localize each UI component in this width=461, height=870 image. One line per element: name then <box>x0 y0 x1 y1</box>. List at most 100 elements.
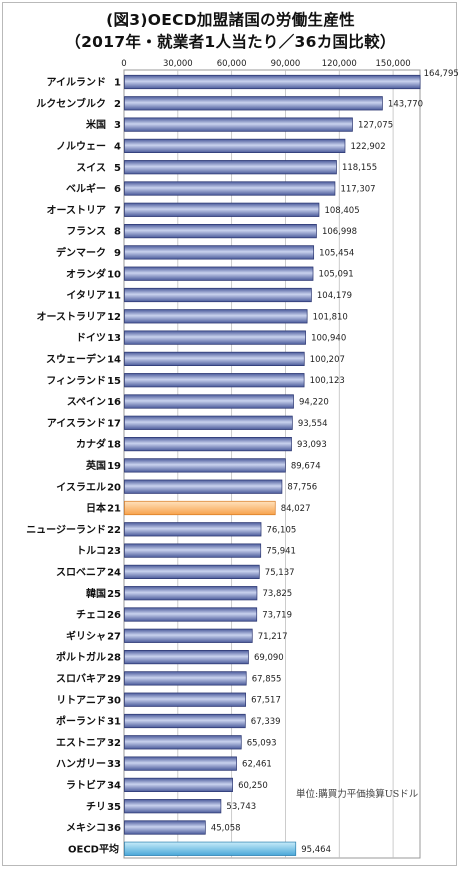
data-label: 67,855 <box>252 674 282 684</box>
data-label: 73,825 <box>262 589 292 599</box>
bar-country <box>124 160 337 175</box>
data-label: 67,517 <box>251 696 281 706</box>
rank-label: 17 <box>107 418 121 429</box>
data-label: 117,307 <box>340 185 375 195</box>
rank-label: 3 <box>114 120 121 131</box>
rank-label: 19 <box>107 461 121 472</box>
rank-label: 26 <box>107 610 121 621</box>
bar-country <box>124 692 246 707</box>
data-label: 73,719 <box>262 611 292 621</box>
bar-country <box>124 245 315 260</box>
bar-country <box>124 224 317 239</box>
bar-country <box>124 799 222 814</box>
bar-country <box>124 649 249 665</box>
data-label: 62,461 <box>242 760 272 770</box>
rank-label: 25 <box>107 589 121 600</box>
category-label: オーストラリア <box>37 311 107 323</box>
category-label: ポーランド <box>56 715 106 728</box>
x-tick-label: 0 <box>121 59 126 69</box>
category-label: カナダ <box>76 438 106 451</box>
rank-label: 15 <box>107 376 121 387</box>
x-tick-label: 60,000 <box>217 59 247 69</box>
rank-label: 29 <box>107 674 121 685</box>
rank-label: 18 <box>107 440 121 451</box>
category-label: スペイン <box>67 396 106 408</box>
rank-label: 23 <box>107 546 121 557</box>
rank-label: 20 <box>107 482 121 493</box>
category-label: アイスランド <box>47 417 106 429</box>
category-label: ハンガリー <box>56 757 106 770</box>
data-label: 93,554 <box>298 419 328 429</box>
rank-label: 2 <box>114 99 121 110</box>
data-label: 94,220 <box>299 398 329 408</box>
data-label: 89,674 <box>291 461 321 471</box>
data-label: 106,998 <box>322 227 357 237</box>
plot-area <box>123 69 421 859</box>
category-label: ラトビア <box>66 779 106 792</box>
x-tick-label: 150,000 <box>376 59 411 69</box>
bar-country <box>124 309 308 324</box>
category-label: 韓国 <box>86 587 106 600</box>
bar-country <box>124 202 320 217</box>
bar-country <box>124 671 247 686</box>
bar-country <box>124 522 262 537</box>
rank-label: 10 <box>107 269 121 280</box>
rank-label: 30 <box>107 695 121 706</box>
category-label: トルコ <box>76 545 106 557</box>
x-tick-label: 30,000 <box>163 59 193 69</box>
bar-country <box>124 330 306 345</box>
bar-country <box>124 74 421 90</box>
category-label: エストニア <box>56 737 106 749</box>
category-label: 英国 <box>85 459 106 472</box>
bar-country <box>124 117 353 132</box>
rank-label: 11 <box>107 291 121 302</box>
rank-label: 32 <box>107 738 121 749</box>
bar-country <box>124 564 260 580</box>
category-label: スウェーデン <box>46 353 106 366</box>
data-label: 60,250 <box>238 781 268 791</box>
category-label: フィンランド <box>46 375 106 387</box>
rank-label: 33 <box>107 759 121 770</box>
chart-title: (図3)OECD加盟諸国の労働生産性 <box>106 11 355 29</box>
data-label: 65,093 <box>247 738 277 748</box>
category-label: ベルギー <box>66 182 106 195</box>
rank-label: 34 <box>107 781 121 792</box>
rank-label: 1 <box>114 78 121 89</box>
data-label: 104,179 <box>317 291 352 301</box>
bar-country <box>124 96 383 111</box>
data-label: 105,454 <box>319 248 354 258</box>
bar-country <box>124 437 292 452</box>
rank-label: 7 <box>114 205 121 216</box>
rank-label: 5 <box>114 163 121 174</box>
bar-country <box>124 181 336 196</box>
bar-country <box>124 479 283 494</box>
rank-label: 21 <box>107 504 121 515</box>
x-tick-label: 120,000 <box>322 59 357 69</box>
category-label: イタリア <box>66 290 106 302</box>
category-label: チェコ <box>76 609 106 621</box>
data-label: 127,075 <box>358 121 393 131</box>
rank-label: 12 <box>107 312 121 323</box>
data-label: 100,123 <box>310 376 345 386</box>
bar-country <box>124 820 206 835</box>
category-label: デンマーク <box>56 246 106 259</box>
rank-label: 22 <box>107 525 121 536</box>
bar-country <box>124 713 246 729</box>
category-label: ニュージーランド <box>26 524 106 536</box>
bar-country <box>124 458 286 473</box>
data-label: 71,217 <box>258 632 288 642</box>
bar-country <box>124 394 294 409</box>
rank-label: 24 <box>107 568 121 579</box>
category-label: OECD平均 <box>68 842 119 855</box>
chart-subtitle: （2017年・就業者1人当たり／36カ国比較） <box>65 33 396 51</box>
category-label: 米国 <box>86 118 106 131</box>
category-label: ノルウェー <box>56 141 106 153</box>
data-label: 93,093 <box>297 440 327 450</box>
data-label: 100,207 <box>310 355 345 365</box>
x-tick-label: 90,000 <box>271 59 301 69</box>
bar-country <box>124 777 233 793</box>
rank-label: 31 <box>107 717 121 728</box>
rank-label: 4 <box>114 142 121 153</box>
category-label: アイルランド <box>47 77 107 89</box>
